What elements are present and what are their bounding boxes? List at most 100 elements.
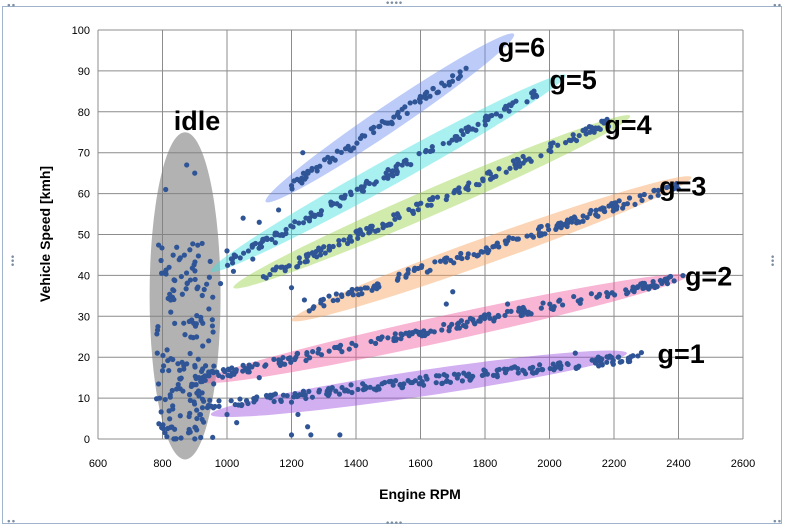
g1-point	[441, 371, 447, 378]
top-resize-handle[interactable]: ••••	[385, 0, 403, 9]
g2-point	[472, 321, 478, 327]
g2-point	[604, 289, 610, 296]
idle-point	[209, 317, 215, 323]
g5-point	[416, 151, 422, 157]
g1-point	[589, 357, 595, 363]
g2-point	[254, 361, 260, 368]
g3-point	[355, 292, 362, 298]
g5-point	[347, 189, 354, 195]
idle-point	[164, 347, 170, 353]
g1-point	[443, 378, 449, 385]
g1-point	[408, 379, 414, 386]
idle-point	[160, 425, 166, 432]
idle-point	[177, 367, 183, 373]
g3-point	[458, 250, 464, 257]
corner-handle-bottom-right[interactable]: ∙∙	[772, 517, 782, 527]
outlier-point	[301, 297, 307, 303]
idle-point	[199, 396, 206, 402]
y-tick-label: 20	[78, 352, 90, 364]
g2-point	[650, 279, 656, 285]
idle-point	[195, 356, 201, 362]
g6-point	[291, 178, 297, 184]
idle-point	[178, 273, 184, 280]
g3-point	[621, 201, 627, 208]
g5-point	[229, 260, 236, 266]
idle-point	[195, 284, 201, 290]
g5-point	[308, 210, 314, 216]
y-tick-labels: 0 10 20 30 40 50 60 70 80 90 100	[72, 25, 90, 446]
g1-point	[264, 394, 270, 400]
g1-point	[433, 380, 439, 386]
g4-point	[570, 132, 576, 138]
corner-handle-top-left[interactable]: ∙∙	[6, 1, 16, 11]
outlier-point	[288, 399, 295, 405]
g1-point	[306, 388, 312, 395]
g5-point	[446, 140, 452, 146]
g4-point	[322, 250, 328, 256]
idle-point	[162, 430, 168, 436]
idle-point	[157, 395, 163, 401]
g6-point	[404, 110, 410, 116]
g6-point	[399, 106, 405, 112]
idle-point	[206, 306, 212, 312]
g2-point	[409, 330, 415, 336]
outlier-point	[250, 256, 256, 262]
corner-handle-bottom-left[interactable]: ∙∙	[6, 517, 16, 527]
idle-point	[186, 392, 193, 398]
g4-point	[380, 225, 386, 231]
idle-point	[198, 317, 204, 324]
idle-point	[199, 292, 205, 299]
right-resize-handle[interactable]: • • •	[770, 253, 775, 271]
g3-point	[655, 187, 661, 193]
g5-point	[524, 99, 530, 105]
idle-point	[195, 242, 201, 248]
idle-point	[192, 276, 198, 283]
g5-point	[292, 219, 298, 225]
g4-point	[294, 264, 300, 270]
g1-point	[243, 398, 250, 404]
g2-point	[646, 286, 652, 292]
g2-point	[496, 313, 502, 319]
idle-point	[155, 324, 161, 330]
outlier-point	[163, 186, 169, 193]
g3-label: g=3	[659, 171, 706, 201]
g3-point	[311, 304, 317, 310]
bottom-resize-handle[interactable]: ••••	[385, 519, 403, 529]
g3-point	[536, 230, 543, 236]
idle-point	[197, 412, 204, 418]
g1-point	[604, 359, 610, 365]
g6-point	[427, 93, 433, 99]
g4-point	[341, 237, 347, 243]
left-resize-handle[interactable]: • • •	[10, 253, 15, 271]
idle-point	[190, 335, 196, 341]
outlier-point	[450, 289, 456, 295]
x-tick-label: 1600	[408, 458, 432, 470]
corner-handle-top-right[interactable]: ∙∙	[772, 1, 782, 11]
g4-point	[302, 259, 308, 265]
g5-point	[489, 112, 495, 119]
g3-point	[471, 251, 477, 258]
g6-point	[382, 120, 388, 126]
g6-point	[463, 65, 469, 71]
x-tick-label: 2400	[666, 458, 690, 470]
g4-point	[430, 195, 436, 201]
g4-point	[425, 202, 431, 208]
g3-point	[475, 252, 481, 258]
idle-point	[207, 397, 213, 403]
idle-point	[184, 361, 190, 367]
idle-point	[206, 338, 212, 344]
idle-point	[210, 329, 216, 335]
g2-point	[391, 335, 397, 341]
g1-point	[397, 382, 403, 388]
g2-point	[202, 373, 208, 379]
g5-point	[440, 140, 446, 147]
outlier-point	[224, 248, 230, 254]
g2-point	[280, 354, 286, 361]
g2-point	[310, 349, 316, 355]
idle-point	[190, 241, 196, 247]
g4-point	[520, 153, 526, 160]
g2-point	[671, 278, 677, 284]
g6-point	[417, 99, 423, 105]
g4-point	[538, 153, 544, 159]
g4-point	[396, 214, 402, 221]
